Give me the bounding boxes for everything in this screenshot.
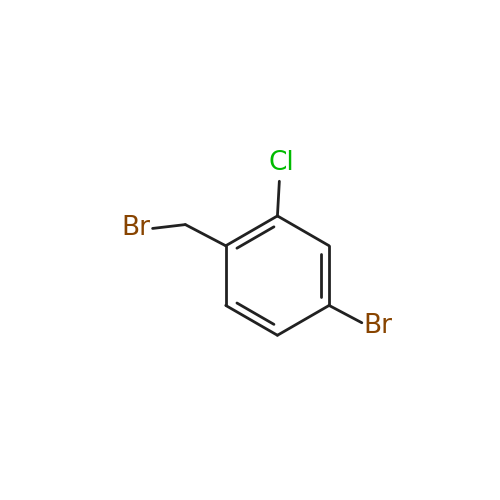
Text: Br: Br bbox=[364, 313, 393, 339]
Text: Cl: Cl bbox=[268, 150, 294, 176]
Text: Br: Br bbox=[122, 216, 150, 242]
